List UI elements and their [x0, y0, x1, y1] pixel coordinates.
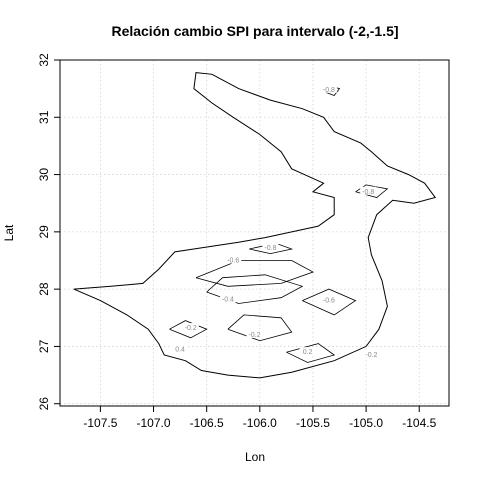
x-tick-label: -105.0: [349, 416, 383, 430]
contour-label: -0.6: [323, 298, 335, 305]
x-tick-label: -104.5: [402, 416, 436, 430]
y-tick-label: 26: [37, 397, 51, 411]
y-tick-label: 31: [37, 110, 51, 124]
contour-label: 0.4: [175, 346, 185, 353]
contour-line: [196, 261, 313, 287]
contour-labels: -0.8 -0.8 -0.8 -0.6 -0.6 -0.4 -0.2 -0.2 0.2 -0.2 0…: [172, 85, 379, 359]
x-axis-label: Lon: [245, 450, 265, 464]
contour-lines: [170, 86, 388, 363]
contour-label: -0.8: [362, 189, 374, 196]
chart-title: Relación cambio SPI para intervalo (-2,-…: [111, 23, 398, 39]
contour-label: -0.8: [323, 87, 335, 94]
y-tick-label: 29: [37, 225, 51, 239]
y-tick-label: 27: [37, 339, 51, 353]
plot-frame: [60, 60, 449, 406]
x-tick-label: -106.5: [190, 416, 224, 430]
x-tick-label: -107.0: [137, 416, 171, 430]
x-tick-label: -106.0: [243, 416, 277, 430]
x-axis: -107.5 -107.0 -106.5 -106.0 -105.5 -105.0 -104…: [83, 406, 436, 430]
x-tick-label: -107.5: [83, 416, 117, 430]
grid-lines: [60, 60, 449, 406]
contour-label: -0.6: [227, 257, 239, 264]
contour-label: 0.2: [303, 349, 313, 356]
y-tick-label: 28: [37, 282, 51, 296]
contour-label: -0.2: [248, 332, 260, 339]
y-axis-label: Lat: [2, 224, 16, 241]
y-axis: 26 27 28 29 30 31 32: [37, 53, 60, 410]
contour-label: -0.4: [222, 296, 234, 303]
y-tick-label: 30: [37, 168, 51, 182]
contour-label: -0.2: [185, 325, 197, 332]
y-tick-label: 32: [37, 53, 51, 67]
contour-label: -0.2: [365, 352, 377, 359]
contour-label: -0.8: [264, 245, 276, 252]
x-tick-label: -105.5: [296, 416, 330, 430]
